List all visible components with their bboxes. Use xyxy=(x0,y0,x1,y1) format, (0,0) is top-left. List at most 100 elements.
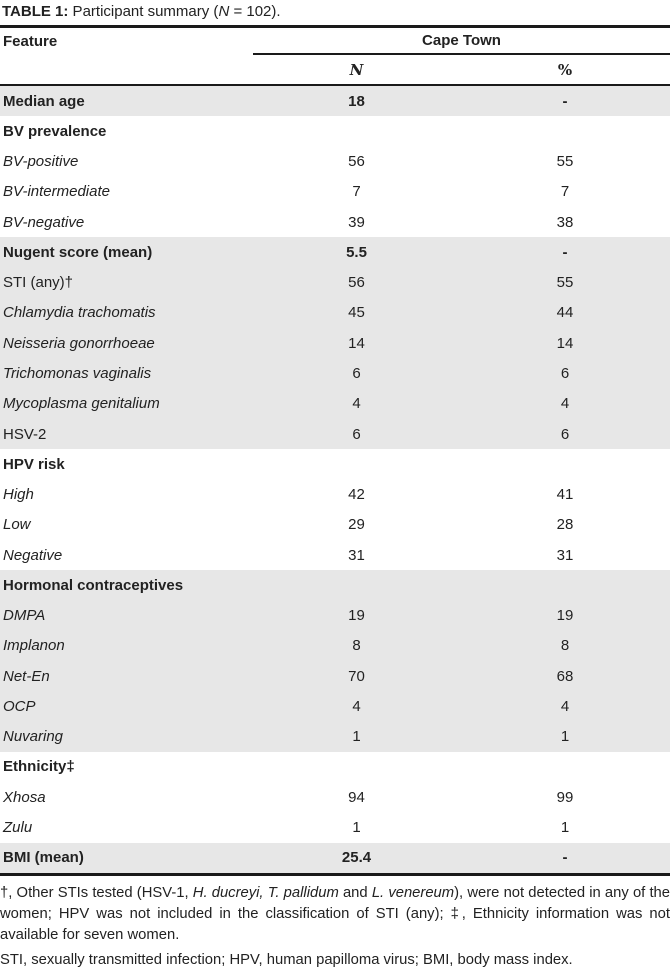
table-title-n: N xyxy=(218,3,230,20)
table-row: Chlamydia trachomatis 45 44 xyxy=(0,297,670,329)
column-header-percent: % xyxy=(557,60,573,79)
row-n-value: 25.4 xyxy=(341,849,372,867)
row-percent-value: 1 xyxy=(560,728,570,746)
row-percent-value: 31 xyxy=(556,546,574,564)
table-row: Hormonal contraceptives xyxy=(0,570,670,601)
table-title-tail: = 102). xyxy=(229,3,281,20)
row-percent-value: 44 xyxy=(556,304,574,322)
row-n-value: 39 xyxy=(348,213,365,231)
row-n-value: 4 xyxy=(352,395,361,413)
footnote-1: †, Other STIs tested (HSV-1, H. ducreyi,… xyxy=(0,883,670,946)
table-row: STI (any)† 56 55 xyxy=(0,267,670,298)
row-n-value: 1 xyxy=(352,819,361,836)
table-row: Neisseria gonorrhoeae 14 14 xyxy=(0,328,670,359)
row-n-value: 7 xyxy=(352,183,361,201)
row-n-value: 42 xyxy=(348,486,365,504)
column-group-header-cape-town: Cape Town xyxy=(253,28,670,55)
table-row: Mycoplasma genitalium 4 4 xyxy=(0,388,670,419)
table-row: DMPA 19 19 xyxy=(0,600,670,631)
table-row: Median age 18 - xyxy=(0,86,670,117)
footnote-1-italic-species-1: H. ducreyi, T. pallidum xyxy=(192,884,339,901)
table-row: Trichomonas vaginalis 6 6 xyxy=(0,358,670,389)
footnote-1-italic-species-2: L. venereum xyxy=(371,884,455,901)
row-label: BV-positive xyxy=(3,153,79,171)
row-n-value: 6 xyxy=(352,365,361,383)
row-percent-value: 55 xyxy=(556,274,574,292)
row-label: Xhosa xyxy=(3,788,46,806)
row-n-value: 5.5 xyxy=(346,243,367,261)
row-n-value: 56 xyxy=(348,274,365,292)
footnote-1-seg3: and xyxy=(338,884,372,901)
row-label: Nuvaring xyxy=(3,728,64,746)
row-n-value: 56 xyxy=(348,153,365,171)
row-label: STI (any)† xyxy=(3,274,74,292)
row-percent-value: - xyxy=(562,849,568,867)
row-percent-value: 19 xyxy=(556,607,574,625)
row-label: DMPA xyxy=(3,607,46,625)
footnote-1-seg5: ), were not detected in any of the women… xyxy=(0,884,670,943)
table-row: BV prevalence xyxy=(0,116,670,147)
row-label: Net-En xyxy=(3,667,50,685)
row-percent-value: 6 xyxy=(560,365,570,383)
table-header-row-2: N % xyxy=(0,55,670,86)
row-percent-value: 8 xyxy=(560,637,570,655)
footnote-1-seg1: †, Other STIs tested (HSV-1, xyxy=(0,884,193,901)
row-label: BV prevalence xyxy=(3,122,107,140)
table-row: Nugent score (mean) 5.5 - xyxy=(0,237,670,268)
table-body: Median age 18- BV prevalence BV-positive 56 5… xyxy=(0,86,670,876)
table-row: Xhosa 94 99 xyxy=(0,782,670,813)
row-n-value: 14 xyxy=(348,334,365,352)
row-label: HSV-2 xyxy=(3,425,47,443)
row-percent-value: - xyxy=(562,92,568,110)
row-percent-value: - xyxy=(562,243,568,261)
table-row: HPV risk xyxy=(0,449,670,480)
row-n-value: 70 xyxy=(348,667,365,685)
row-percent-value: 7 xyxy=(560,183,570,201)
table-row: Net-En 70 68 xyxy=(0,661,670,692)
row-label: Negative xyxy=(3,546,63,564)
row-label: Low xyxy=(3,516,31,534)
row-label: Nugent score (mean) xyxy=(3,243,153,261)
row-n-value: 8 xyxy=(352,637,361,655)
row-percent-value: 28 xyxy=(556,516,574,534)
row-n-value: 4 xyxy=(352,697,361,715)
table-row: Nuvaring 1 1 xyxy=(0,721,670,752)
row-percent-value: 1 xyxy=(560,819,570,836)
table-title: TABLE 1: Participant summary (N = 102). xyxy=(0,0,670,28)
row-percent-value: 14 xyxy=(556,334,574,352)
row-label: OCP xyxy=(3,697,36,715)
row-n-value: 31 xyxy=(348,546,365,564)
row-label: Median age xyxy=(3,92,85,110)
table-row: Negative 31 31 xyxy=(0,539,670,571)
row-percent-value: 99 xyxy=(556,788,574,806)
row-n-value: 6 xyxy=(352,425,361,443)
row-label: Hormonal contraceptives xyxy=(3,576,184,594)
table-row: High 42 41 xyxy=(0,479,670,510)
table-row: BMI (mean) 25.4 - xyxy=(0,842,670,873)
row-percent-value: 4 xyxy=(560,697,570,715)
row-label: Zulu xyxy=(3,819,33,836)
footnote-2: STI, sexually transmitted infection; HPV… xyxy=(0,951,573,968)
row-label: BMI (mean) xyxy=(3,849,84,867)
table-row: Low 29 28 xyxy=(0,509,670,540)
row-percent-value: 6 xyxy=(560,425,570,443)
row-label: Ethnicity‡ xyxy=(3,758,75,776)
row-label: BV-negative xyxy=(3,213,85,231)
row-n-value: 45 xyxy=(348,304,365,322)
table-row: HSV-2 6 6 xyxy=(0,418,670,450)
row-percent-value: 41 xyxy=(556,486,574,504)
row-n-value: 94 xyxy=(348,788,365,806)
table-title-text: Participant summary ( xyxy=(68,3,219,20)
row-n-value: 1 xyxy=(352,728,361,746)
row-percent-value: 55 xyxy=(556,153,574,171)
row-percent-value: 38 xyxy=(556,213,574,231)
table-row: Zulu 1 1 xyxy=(0,812,670,843)
table-row: OCP 4 4 xyxy=(0,691,670,722)
table-row: Implanon 8 8 xyxy=(0,630,670,662)
row-label: Chlamydia trachomatis xyxy=(3,304,156,322)
row-n-value: 19 xyxy=(348,607,365,625)
table-row: BV-negative 39 38 xyxy=(0,207,670,238)
table-row: BV-positive 56 55 xyxy=(0,146,670,177)
row-percent-value: 68 xyxy=(556,667,574,685)
